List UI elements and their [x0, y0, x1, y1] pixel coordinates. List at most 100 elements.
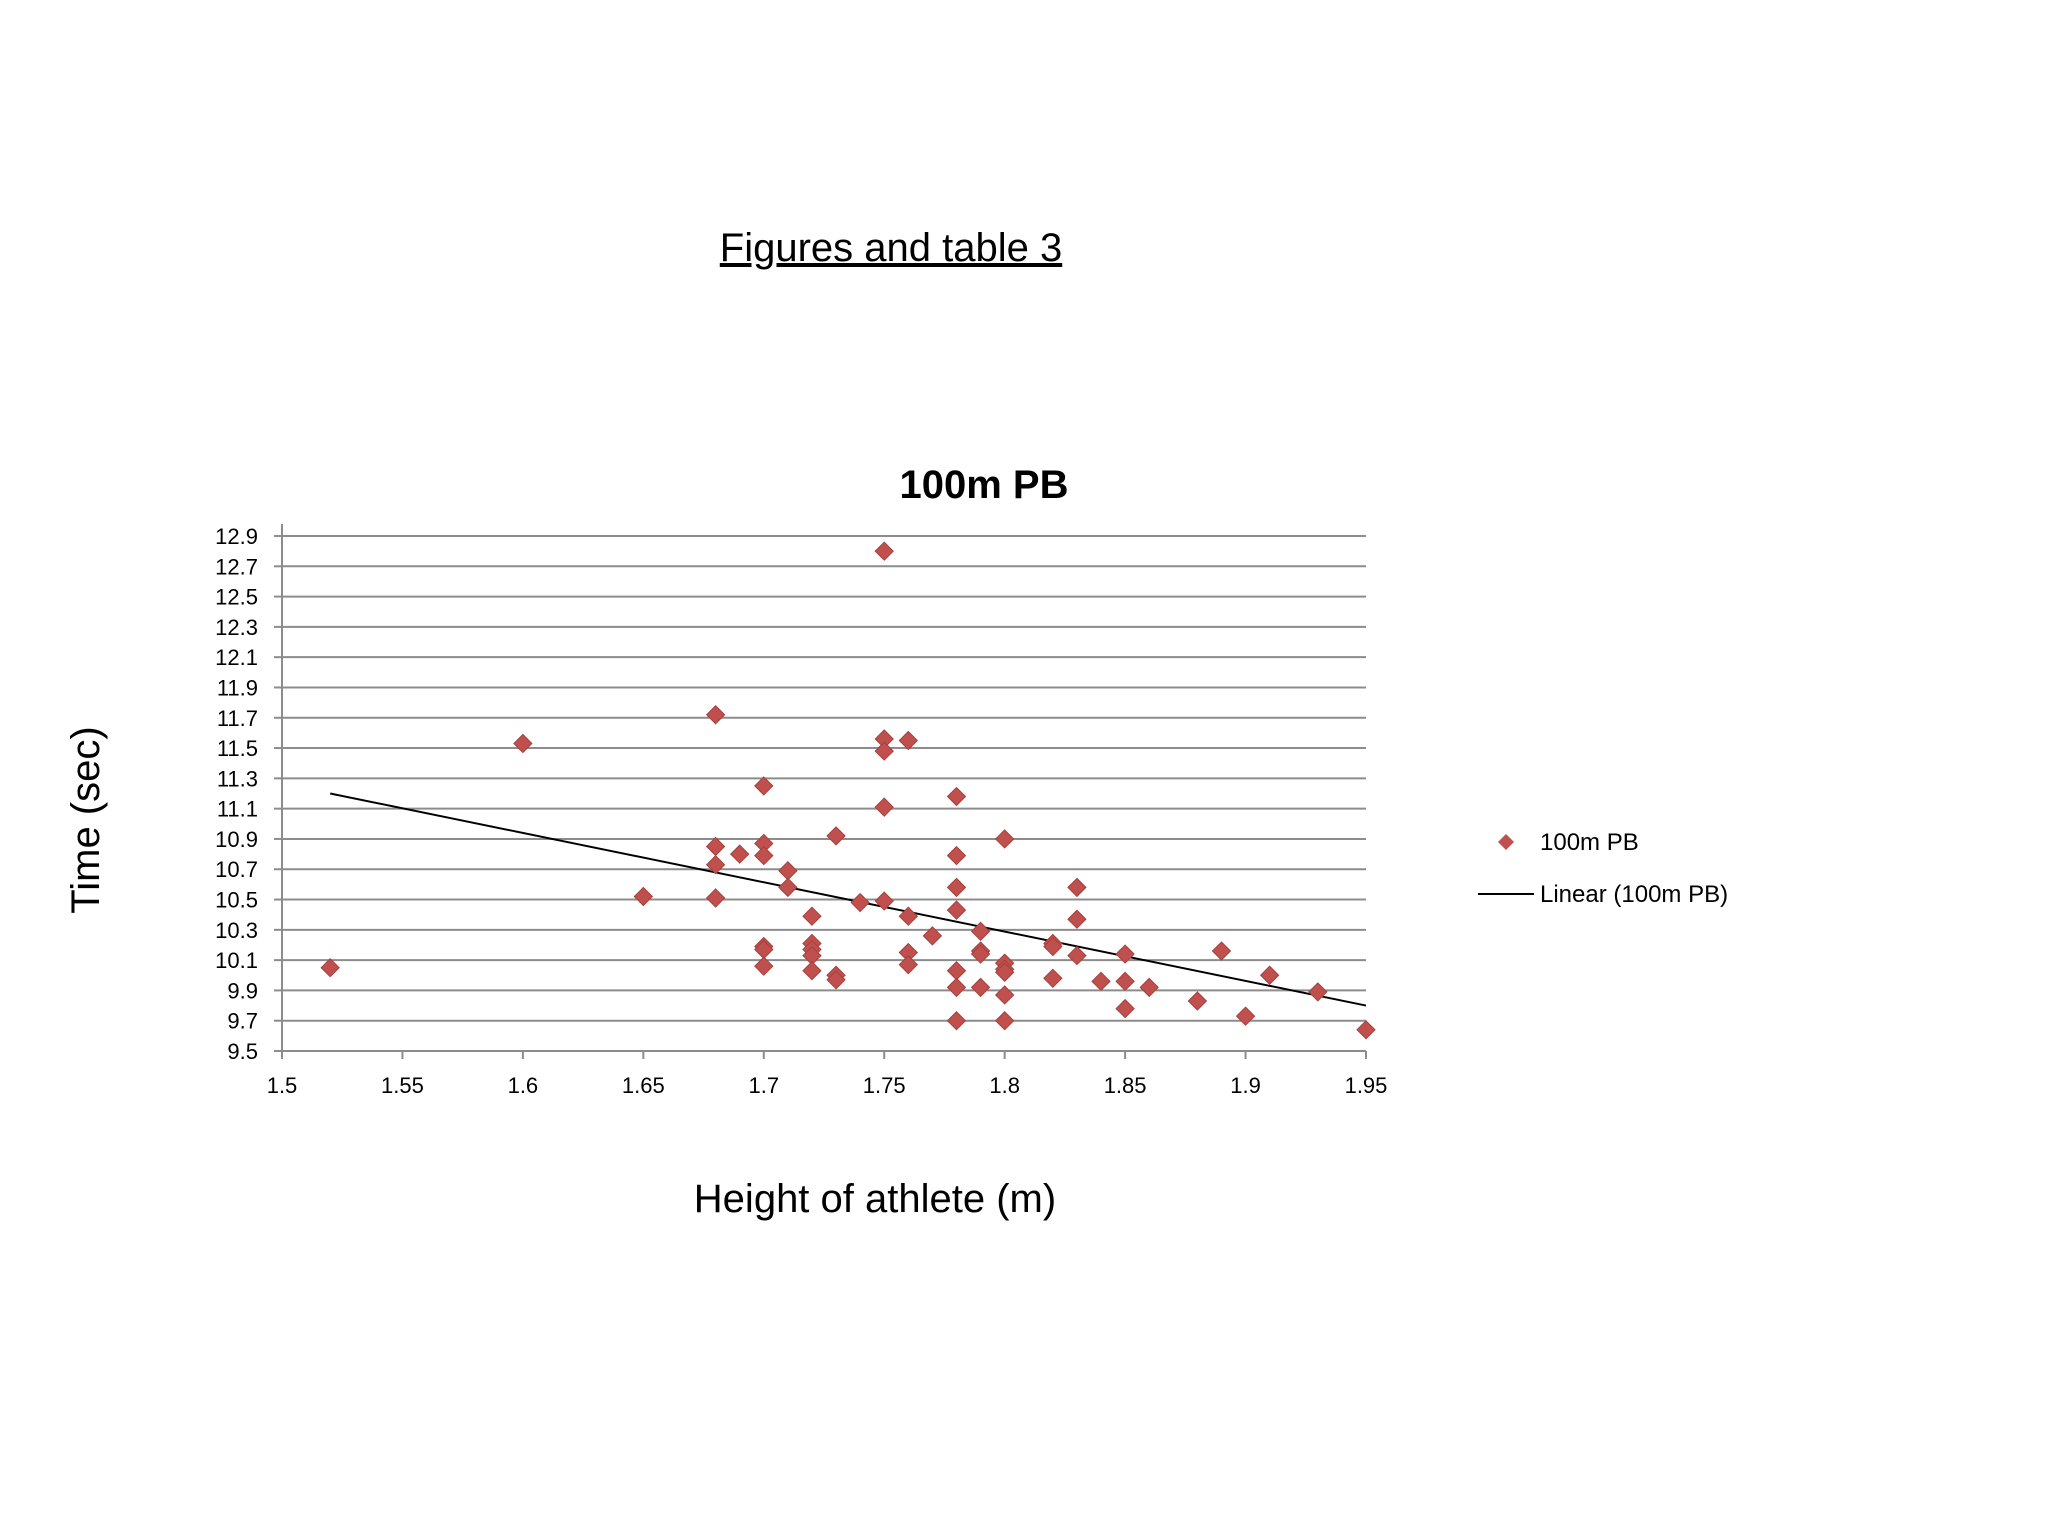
y-tick-label: 12.1 [215, 645, 258, 670]
data-point [320, 957, 340, 978]
trendline [329, 792, 1367, 1007]
y-tick-labels: 9.5 9.7 9.9 10.1 10.3 10.5 10.7 10.9 11.1 11.3 11.… [215, 524, 258, 1064]
data-point [1259, 965, 1280, 985]
data-point [1091, 971, 1111, 992]
page-heading: Figures and table 3 [719, 226, 1063, 270]
x-tick-label: 1.6 [508, 1073, 539, 1098]
y-tick-label: 10.9 [215, 827, 258, 852]
gridlines [282, 535, 1366, 1022]
data-point [754, 845, 774, 866]
y-tick-label: 10.3 [215, 918, 258, 943]
data-point [1043, 936, 1063, 957]
data-point [874, 797, 894, 817]
data-point [1187, 991, 1208, 1011]
y-tick-label: 12.5 [215, 585, 258, 610]
x-tick-label: 1.75 [863, 1073, 906, 1098]
data-point [994, 985, 1015, 1005]
data-point [705, 854, 726, 875]
y-tick-label: 9.7 [227, 1009, 258, 1034]
data-point [1356, 1020, 1376, 1040]
y-tick-label: 10.7 [215, 857, 258, 882]
data-point [1211, 941, 1232, 961]
data-point [874, 541, 894, 561]
y-tick-label: 11.1 [217, 797, 258, 822]
y-tick-label: 12.3 [215, 615, 258, 640]
data-point [946, 877, 967, 898]
data-point [1115, 944, 1135, 964]
data-point [633, 886, 654, 907]
y-tick-label: 10.5 [215, 888, 258, 913]
data-point [874, 741, 894, 761]
legend-label-trendline: Linear (100m PB) [1540, 881, 1728, 908]
legend-marker-diamond [1498, 834, 1514, 850]
x-tick-label: 1.85 [1104, 1073, 1147, 1098]
data-point [778, 861, 798, 881]
x-tick-label: 1.55 [381, 1073, 424, 1098]
data-point [1115, 971, 1135, 992]
x-tick-label: 1.8 [989, 1073, 1020, 1098]
y-tick-label: 9.5 [227, 1039, 258, 1064]
data-point [850, 892, 870, 913]
data-points [320, 541, 1376, 1040]
y-axis-label: Time (sec) [64, 726, 108, 913]
data-point [994, 962, 1015, 982]
data-point [994, 829, 1015, 849]
y-tick-label: 12.9 [215, 524, 258, 549]
x-tick-label: 1.95 [1345, 1073, 1388, 1098]
data-point [946, 977, 967, 998]
data-point [994, 1010, 1015, 1031]
data-point [1043, 968, 1063, 989]
x-tick-label: 1.65 [622, 1073, 665, 1098]
data-point [754, 776, 774, 796]
y-tick-label: 11.5 [217, 736, 258, 761]
data-point [970, 921, 991, 942]
y-tick-label: 10.1 [215, 948, 258, 973]
data-point [778, 877, 798, 898]
x-tick-labels: 1.5 1.55 1.6 1.65 1.7 1.75 1.8 1.85 1.9 1.95 [267, 1073, 1388, 1098]
data-point [802, 906, 822, 926]
x-tick-label: 1.5 [267, 1073, 298, 1098]
trendline-layer [329, 792, 1367, 1007]
y-tick-label: 11.3 [217, 766, 258, 791]
y-tick-label: 11.7 [217, 706, 258, 731]
y-tick-label: 12.7 [215, 554, 258, 579]
data-point [754, 956, 774, 976]
data-point [946, 1010, 967, 1031]
data-point [946, 786, 967, 807]
x-tick-label: 1.7 [748, 1073, 779, 1098]
data-point [1067, 945, 1087, 966]
data-point [1115, 998, 1135, 1019]
data-point [970, 944, 991, 964]
data-point [513, 733, 533, 754]
data-point [1067, 909, 1087, 929]
data-point [1139, 977, 1159, 998]
data-point [970, 977, 991, 998]
legend-label-series: 100m PB [1540, 829, 1639, 856]
data-point [898, 906, 919, 926]
data-point [826, 970, 846, 990]
data-point [802, 961, 822, 981]
legend: 100m PB Linear (100m PB) [1478, 829, 1728, 908]
axes [274, 524, 1367, 1059]
data-point [898, 730, 919, 751]
data-point [1067, 877, 1087, 898]
data-point [1235, 1006, 1256, 1026]
data-point [705, 836, 726, 857]
data-point [729, 844, 750, 864]
data-point [922, 926, 943, 946]
data-point [874, 891, 894, 911]
data-point [705, 705, 726, 725]
y-tick-label: 11.9 [217, 675, 258, 700]
x-tick-label: 1.9 [1230, 1073, 1261, 1098]
chart-title: 100m PB [900, 463, 1069, 507]
y-tick-label: 9.9 [227, 978, 258, 1003]
x-axis-label: Height of athlete (m) [694, 1177, 1056, 1221]
data-point [898, 954, 919, 975]
data-point [826, 826, 846, 846]
data-point [705, 888, 726, 908]
data-point [946, 845, 967, 866]
data-point [946, 900, 967, 920]
data-point [1308, 982, 1328, 1002]
data-point [946, 961, 967, 981]
